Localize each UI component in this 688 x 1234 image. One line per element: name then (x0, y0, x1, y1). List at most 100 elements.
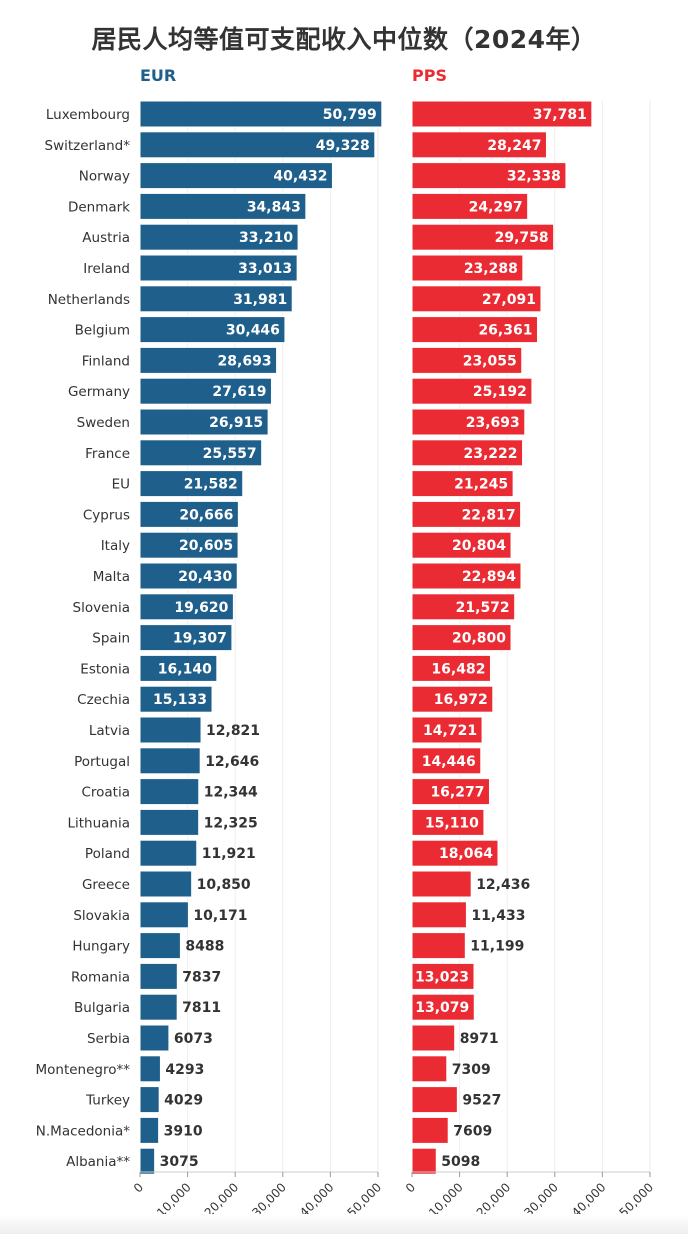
value-label-eur: 7837 (182, 969, 221, 985)
category-label: Latvia (89, 723, 130, 739)
value-label-pps: 23,222 (464, 446, 518, 462)
bar-pps (411, 346, 523, 374)
bar-pps (411, 223, 555, 251)
category-label: Poland (85, 846, 130, 862)
bar-eur (139, 901, 189, 929)
bar-pps (411, 593, 516, 621)
value-label-eur: 19,307 (173, 631, 227, 647)
x-tick-label: 0 (131, 1180, 146, 1195)
value-label-pps: 8971 (460, 1031, 499, 1047)
category-label: France (85, 446, 130, 462)
bar-eur (139, 562, 238, 590)
category-label: Estonia (80, 661, 130, 677)
bar-pps (411, 654, 491, 682)
value-label-eur: 20,430 (178, 569, 232, 585)
category-label: Montenegro** (35, 1062, 130, 1078)
value-label-pps: 18,064 (439, 846, 493, 862)
value-label-eur: 31,981 (233, 292, 287, 308)
bar-eur (139, 1024, 170, 1052)
category-label: Romania (71, 969, 130, 985)
bar-pps (411, 285, 542, 313)
category-label: Norway (79, 169, 130, 185)
category-label: EU (112, 477, 130, 493)
value-label-pps: 20,804 (452, 538, 506, 554)
bar-eur (139, 593, 234, 621)
category-label: Ireland (83, 261, 130, 277)
value-label-pps: 7609 (453, 1123, 492, 1139)
bar-pps (411, 408, 526, 436)
value-label-pps: 13,023 (415, 969, 469, 985)
value-label-pps: 37,781 (533, 107, 587, 123)
bar-eur (139, 500, 239, 528)
bar-pps (411, 1116, 449, 1144)
bar-pps (411, 316, 538, 344)
value-label-pps: 16,277 (430, 785, 484, 801)
bar-pps (411, 839, 499, 867)
value-label-eur: 3910 (164, 1123, 203, 1139)
value-label-eur: 12,325 (204, 815, 258, 831)
value-label-pps: 21,245 (454, 477, 508, 493)
bar-pps (411, 1147, 437, 1175)
value-label-pps: 23,288 (464, 261, 518, 277)
value-label-eur: 6073 (174, 1031, 213, 1047)
bar-eur (139, 131, 376, 159)
value-label-pps: 26,361 (478, 323, 532, 339)
category-label: Spain (92, 631, 130, 647)
bar-pps (411, 993, 475, 1021)
chart-title: 居民人均等值可支配收入中位数（2024年） (91, 25, 597, 54)
bar-eur (139, 162, 333, 190)
value-label-eur: 3075 (160, 1154, 199, 1170)
bar-pps (411, 1055, 448, 1083)
value-label-eur: 11,921 (202, 846, 256, 862)
bar-pps (411, 500, 522, 528)
bar-eur (139, 870, 193, 898)
value-label-eur: 33,210 (239, 230, 293, 246)
bar-pps (411, 254, 524, 282)
value-label-eur: 7811 (182, 1000, 221, 1016)
bar-pps (411, 192, 529, 220)
bar-pps (411, 932, 466, 960)
bar-eur (139, 531, 239, 559)
value-label-eur: 16,140 (158, 661, 212, 677)
value-label-pps: 11,433 (471, 908, 525, 924)
value-label-pps: 7309 (452, 1062, 491, 1078)
bar-pps (411, 562, 522, 590)
bar-eur (139, 439, 263, 467)
bar-eur (139, 993, 178, 1021)
value-label-eur: 26,915 (209, 415, 263, 431)
value-label-pps: 20,800 (452, 631, 506, 647)
value-label-pps: 16,482 (431, 661, 485, 677)
value-label-pps: 23,055 (463, 353, 517, 369)
value-label-eur: 30,446 (226, 323, 280, 339)
category-label: Czechia (77, 692, 130, 708)
category-label: Lithuania (67, 815, 130, 831)
value-label-eur: 25,557 (203, 446, 257, 462)
value-label-eur: 28,693 (218, 353, 272, 369)
value-label-eur: 20,605 (179, 538, 233, 554)
bar-pps (411, 162, 567, 190)
value-label-pps: 13,079 (415, 1000, 469, 1016)
category-label: Luxembourg (46, 107, 130, 123)
category-label: Germany (68, 384, 130, 400)
value-label-eur: 4029 (164, 1093, 203, 1109)
value-label-pps: 9527 (462, 1093, 501, 1109)
bar-eur (139, 316, 286, 344)
bar-pps (411, 747, 482, 775)
value-label-pps: 22,817 (462, 507, 516, 523)
value-label-eur: 10,171 (193, 908, 247, 924)
bar-pps (411, 808, 485, 836)
bar-pps (411, 901, 467, 929)
category-label: Switzerland* (45, 138, 131, 154)
bar-eur (139, 716, 202, 744)
value-label-eur: 15,133 (153, 692, 207, 708)
category-label: Finland (82, 353, 130, 369)
category-label: N.Macedonia* (36, 1123, 130, 1139)
bar-eur (139, 654, 218, 682)
bar-eur (139, 808, 200, 836)
value-label-eur: 20,666 (179, 507, 233, 523)
value-label-pps: 27,091 (482, 292, 536, 308)
category-label: Austria (82, 230, 130, 246)
bar-eur (139, 470, 244, 498)
category-label: Greece (82, 877, 130, 893)
